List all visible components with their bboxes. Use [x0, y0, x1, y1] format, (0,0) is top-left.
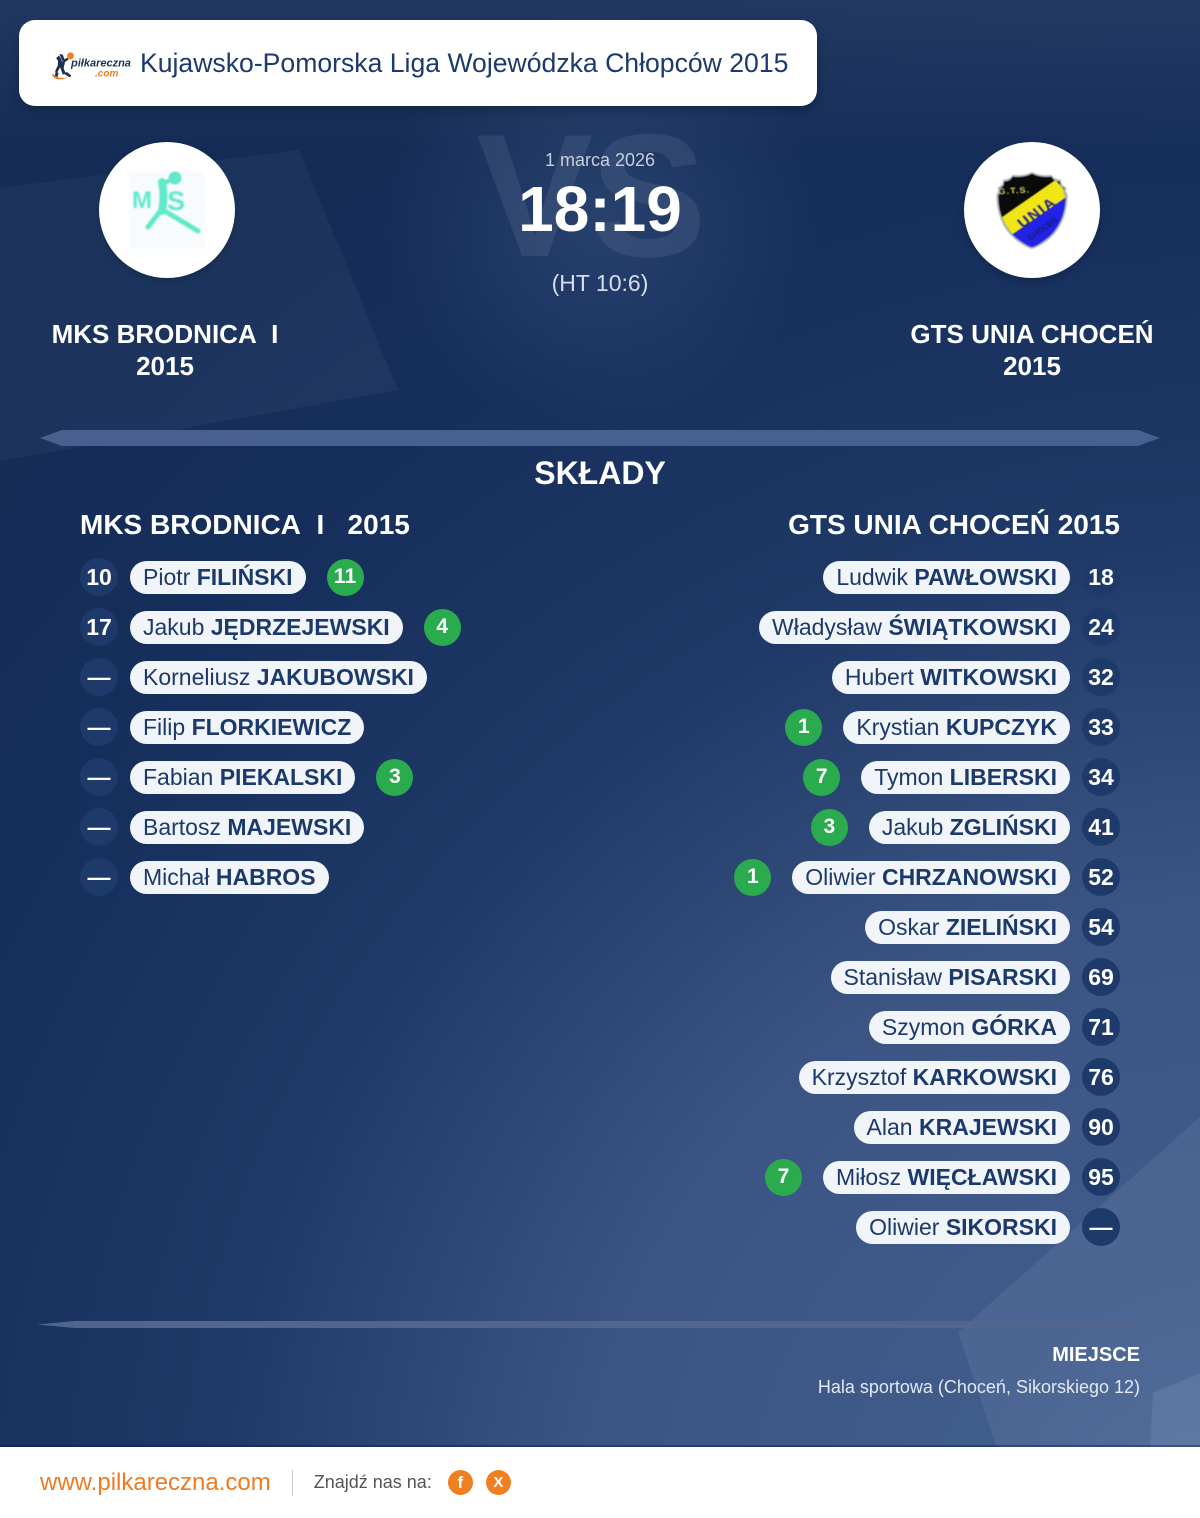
- svg-text:.com: .com: [95, 69, 118, 80]
- svg-text:piłkareczna: piłkareczna: [70, 58, 131, 70]
- svg-text:G.T.S.: G.T.S.: [998, 185, 1031, 196]
- svg-text:S: S: [167, 186, 185, 216]
- svg-text:M: M: [132, 187, 152, 214]
